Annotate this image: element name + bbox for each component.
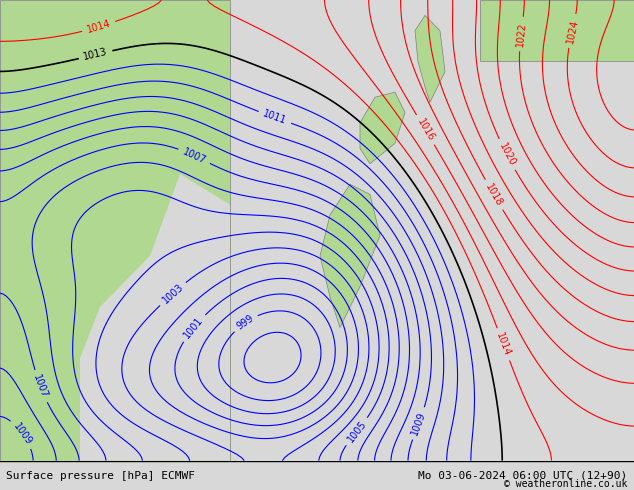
Text: 1001: 1001 [182, 315, 205, 341]
Text: 1005: 1005 [346, 419, 368, 444]
Polygon shape [415, 15, 445, 102]
Text: 1024: 1024 [565, 18, 579, 44]
Polygon shape [80, 174, 230, 461]
Text: 1020: 1020 [497, 141, 517, 168]
Text: 999: 999 [235, 313, 256, 332]
Polygon shape [480, 0, 634, 61]
Text: 1014: 1014 [495, 331, 512, 358]
Text: © weatheronline.co.uk: © weatheronline.co.uk [504, 479, 628, 489]
Text: 1009: 1009 [410, 410, 428, 437]
Text: 1007: 1007 [181, 146, 207, 166]
Text: 1007: 1007 [32, 373, 49, 400]
Text: 1003: 1003 [160, 282, 185, 306]
Text: 1013: 1013 [82, 47, 108, 62]
Polygon shape [360, 92, 405, 164]
Polygon shape [0, 0, 230, 461]
Text: 1009: 1009 [11, 421, 34, 447]
Polygon shape [320, 184, 380, 327]
Text: 1011: 1011 [262, 109, 288, 126]
Text: Surface pressure [hPa] ECMWF: Surface pressure [hPa] ECMWF [6, 471, 195, 481]
Text: Mo 03-06-2024 06:00 UTC (12+90): Mo 03-06-2024 06:00 UTC (12+90) [418, 471, 628, 481]
Text: 1016: 1016 [415, 117, 436, 143]
Text: 1014: 1014 [86, 19, 112, 35]
Text: 1022: 1022 [515, 21, 527, 47]
Text: 1018: 1018 [483, 182, 504, 208]
